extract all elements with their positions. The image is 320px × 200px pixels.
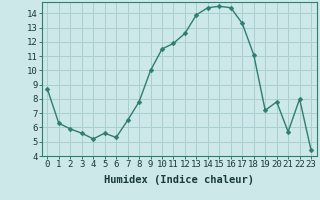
X-axis label: Humidex (Indice chaleur): Humidex (Indice chaleur) [104,175,254,185]
